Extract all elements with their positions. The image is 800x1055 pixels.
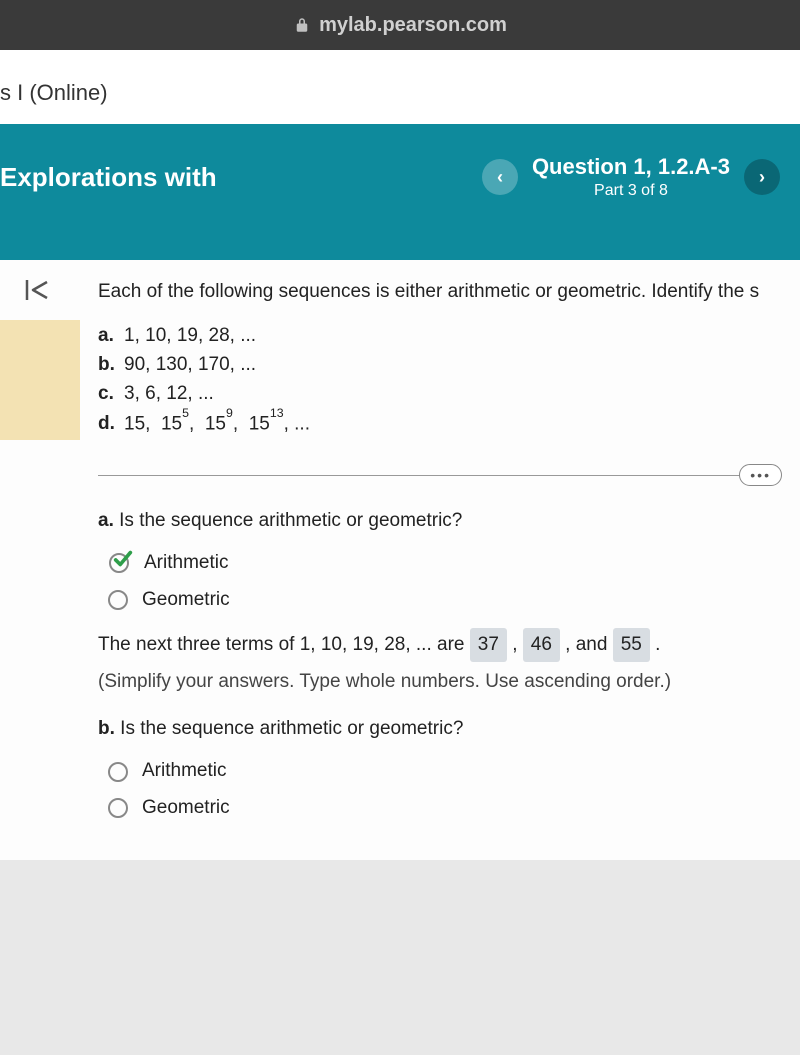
radio-unselected bbox=[108, 798, 128, 818]
browser-url: mylab.pearson.com bbox=[319, 14, 507, 37]
question-nav: ‹ Question 1, 1.2.A-3 Part 3 of 8 › bbox=[482, 154, 780, 200]
collapse-panel-button[interactable] bbox=[0, 260, 80, 320]
part-b-label: b. bbox=[98, 718, 115, 739]
seq-c-label: c. bbox=[98, 379, 124, 408]
seq-d-text: 15, 155, 159, 1513, ... bbox=[124, 409, 310, 439]
course-title: s I (Online) bbox=[0, 80, 108, 105]
part-b-prompt: Is the sequence arithmetic or geometric? bbox=[120, 718, 463, 739]
browser-address-bar: mylab.pearson.com bbox=[0, 0, 800, 50]
seq-b-text: 90, 130, 170, ... bbox=[124, 350, 256, 379]
collapse-icon bbox=[25, 278, 55, 302]
part-a-opt1-label: Arithmetic bbox=[144, 549, 228, 578]
part-b-option-arithmetic[interactable]: Arithmetic bbox=[108, 757, 800, 786]
sequence-b: b. 90, 130, 170, ... bbox=[98, 350, 800, 379]
sequence-a: a. 1, 10, 19, 28, ... bbox=[98, 321, 800, 350]
part-b-opt1-label: Arithmetic bbox=[142, 757, 226, 786]
assignment-title: Explorations with bbox=[0, 162, 217, 193]
seq-a-text: 1, 10, 19, 28, ... bbox=[124, 321, 256, 350]
answer-box-3[interactable]: 55 bbox=[613, 628, 650, 662]
prev-question-button[interactable]: ‹ bbox=[482, 159, 518, 195]
answer-pre: The next three terms of 1, 10, 19, 28, .… bbox=[98, 634, 464, 655]
answer-box-2[interactable]: 46 bbox=[523, 628, 560, 662]
question-label: Question 1, 1.2.A-3 bbox=[532, 154, 730, 180]
highlight-strip bbox=[0, 320, 80, 440]
part-a-opt2-label: Geometric bbox=[142, 586, 230, 615]
lock-icon bbox=[293, 16, 311, 34]
seq-c-text: 3, 6, 12, ... bbox=[124, 379, 214, 408]
more-options-button[interactable]: ••• bbox=[739, 464, 782, 486]
part-b-option-geometric[interactable]: Geometric bbox=[108, 794, 800, 823]
radio-unselected bbox=[108, 762, 128, 782]
question-content: Each of the following sequences is eithe… bbox=[0, 260, 800, 860]
question-body: Each of the following sequences is eithe… bbox=[80, 260, 800, 860]
part-b-question: b. Is the sequence arithmetic or geometr… bbox=[98, 715, 800, 744]
sequence-list: a. 1, 10, 19, 28, ... b. 90, 130, 170, .… bbox=[98, 321, 800, 439]
question-prompt: Each of the following sequences is eithe… bbox=[98, 278, 800, 307]
part-a-label: a. bbox=[98, 510, 114, 531]
part-a-option-arithmetic[interactable]: Arithmetic bbox=[108, 549, 800, 578]
part-a-question: a. Is the sequence arithmetic or geometr… bbox=[98, 507, 800, 536]
next-question-button[interactable]: › bbox=[744, 159, 780, 195]
assignment-header: Explorations with ‹ Question 1, 1.2.A-3 … bbox=[0, 124, 800, 260]
part-a-prompt: Is the sequence arithmetic or geometric? bbox=[119, 510, 462, 531]
divider-line bbox=[98, 475, 780, 476]
seq-a-label: a. bbox=[98, 321, 124, 350]
part-b-opt2-label: Geometric bbox=[142, 794, 230, 823]
side-column bbox=[0, 260, 80, 860]
divider-row: ••• bbox=[98, 461, 800, 489]
checkmark-icon bbox=[112, 548, 134, 570]
course-title-band: s I (Online) bbox=[0, 50, 800, 124]
part-a-answer-sentence: The next three terms of 1, 10, 19, 28, .… bbox=[98, 628, 800, 662]
sequence-c: c. 3, 6, 12, ... bbox=[98, 379, 800, 408]
part-a-option-geometric[interactable]: Geometric bbox=[108, 586, 800, 615]
part-a-hint: (Simplify your answers. Type whole numbe… bbox=[98, 668, 800, 697]
question-part-label: Part 3 of 8 bbox=[532, 182, 730, 200]
radio-unselected bbox=[108, 590, 128, 610]
answer-box-1[interactable]: 37 bbox=[470, 628, 507, 662]
sequence-d: d. 15, 155, 159, 1513, ... bbox=[98, 409, 800, 439]
radio-selected-correct bbox=[108, 552, 130, 574]
seq-b-label: b. bbox=[98, 350, 124, 379]
seq-d-label: d. bbox=[98, 409, 124, 439]
